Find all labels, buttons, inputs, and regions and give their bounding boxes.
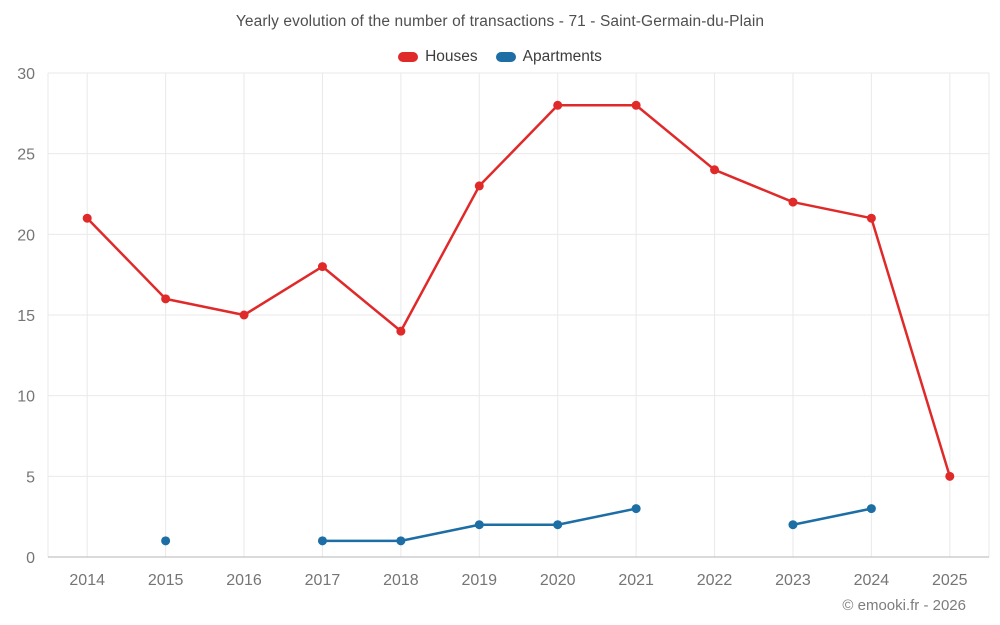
data-point-apartments-2017[interactable] — [317, 536, 327, 546]
data-point-houses-2021[interactable] — [631, 100, 641, 110]
legend-label: Apartments — [522, 48, 602, 65]
series-line — [791, 507, 873, 526]
x-tick-label: 2014 — [69, 572, 105, 589]
x-tick-label: 2018 — [383, 572, 419, 589]
gridlines — [47, 72, 990, 558]
x-tick-label: 2022 — [697, 572, 733, 589]
data-point-apartments-2024[interactable] — [866, 504, 876, 514]
data-point-houses-2023[interactable] — [788, 197, 798, 207]
data-point-houses-2014[interactable] — [82, 213, 92, 223]
y-tick-label: 0 — [26, 550, 35, 567]
chart-title: Yearly evolution of the number of transa… — [235, 13, 765, 30]
legend-item-houses[interactable]: Houses — [398, 48, 478, 66]
x-tick-label: 2020 — [540, 572, 576, 589]
x-tick-label: 2023 — [775, 572, 811, 589]
data-point-apartments-2023[interactable] — [788, 520, 798, 530]
series-houses — [82, 100, 955, 481]
data-point-apartments-2015[interactable] — [161, 536, 171, 546]
data-point-houses-2016[interactable] — [239, 310, 249, 320]
data-point-houses-2017[interactable] — [317, 262, 327, 272]
data-point-apartments-2021[interactable] — [631, 504, 641, 514]
data-point-apartments-2019[interactable] — [474, 520, 484, 530]
y-tick-label: 10 — [17, 389, 35, 406]
legend-swatch-houses — [398, 52, 419, 62]
series-line — [85, 104, 952, 478]
y-tick-label: 5 — [26, 469, 35, 486]
legend-label: Houses — [425, 48, 478, 65]
data-point-houses-2015[interactable] — [161, 294, 171, 304]
y-tick-label: 20 — [17, 227, 35, 244]
x-tick-label: 2016 — [226, 572, 262, 589]
x-tick-label: 2019 — [461, 572, 497, 589]
x-tick-label: 2025 — [932, 572, 968, 589]
data-point-houses-2018[interactable] — [396, 326, 406, 336]
y-tick-label: 15 — [17, 308, 35, 325]
data-point-apartments-2020[interactable] — [553, 520, 563, 530]
legend-swatch-apartments — [495, 52, 516, 62]
copyright-text: © emooki.fr - 2026 — [842, 597, 966, 614]
x-tick-label: 2024 — [854, 572, 890, 589]
x-tick-label: 2017 — [305, 572, 341, 589]
data-point-houses-2020[interactable] — [553, 100, 563, 110]
data-point-houses-2024[interactable] — [866, 213, 876, 223]
y-tick-label: 30 — [17, 66, 35, 83]
data-point-houses-2022[interactable] — [710, 165, 720, 175]
data-point-apartments-2018[interactable] — [396, 536, 406, 546]
data-point-houses-2019[interactable] — [474, 181, 484, 191]
chart-legend: Houses Apartments — [0, 48, 1000, 66]
legend-item-apartments[interactable]: Apartments — [495, 48, 602, 66]
x-tick-label: 2021 — [618, 572, 654, 589]
x-tick-label: 2015 — [148, 572, 184, 589]
data-point-houses-2025[interactable] — [945, 471, 955, 481]
y-tick-label: 25 — [17, 147, 35, 164]
series-apartments — [161, 504, 876, 546]
